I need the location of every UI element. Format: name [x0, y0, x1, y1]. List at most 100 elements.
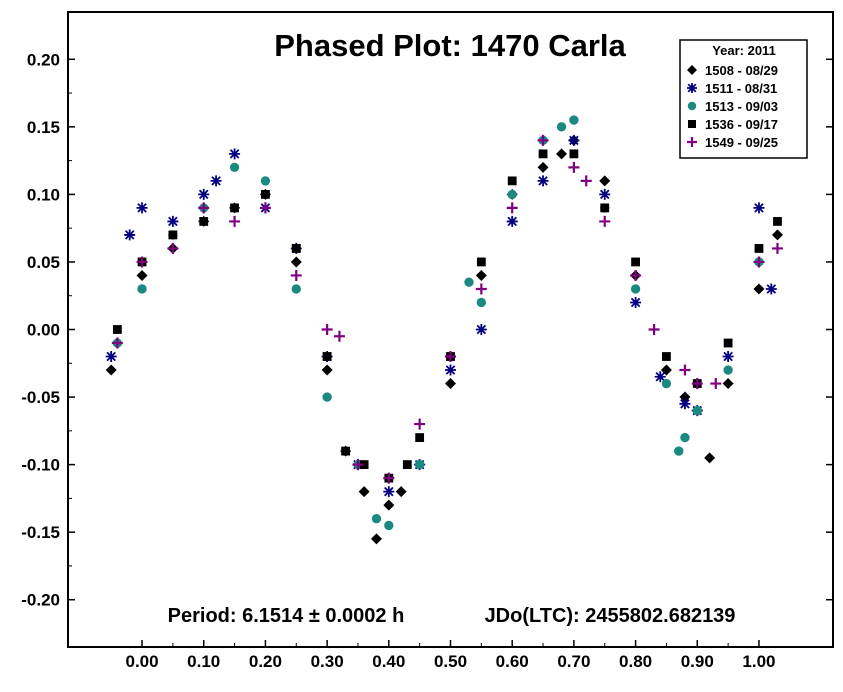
data-point — [556, 122, 567, 132]
data-point — [112, 325, 122, 334]
data-point — [723, 338, 733, 348]
series-group — [112, 115, 764, 531]
data-point — [464, 277, 474, 287]
data-point — [210, 175, 222, 187]
data-point — [722, 378, 734, 390]
legend-marker — [687, 137, 697, 147]
data-point — [600, 203, 610, 213]
data-point — [648, 324, 660, 335]
data-point — [199, 217, 209, 226]
x-tick-label: 0.80 — [619, 652, 652, 671]
data-point — [475, 269, 487, 281]
data-point — [630, 296, 642, 308]
series-group — [111, 134, 783, 484]
data-point — [476, 257, 486, 267]
data-point — [771, 229, 783, 241]
data-point — [630, 284, 641, 294]
data-point — [691, 378, 703, 390]
points-layer — [105, 115, 783, 545]
data-point — [167, 242, 179, 254]
data-point — [445, 364, 456, 376]
legend-marker — [687, 83, 697, 93]
data-point — [168, 230, 178, 240]
data-point — [341, 446, 351, 456]
data-point — [538, 149, 548, 159]
data-point — [414, 459, 425, 470]
x-tick-label: 0.60 — [496, 652, 529, 671]
legend-entry-label: 1549 - 09/25 — [705, 135, 778, 150]
legend-entry-label: 1511 - 08/31 — [705, 81, 777, 96]
data-point — [321, 324, 333, 335]
data-point — [475, 283, 487, 295]
data-point — [136, 269, 148, 281]
data-point — [506, 215, 518, 227]
x-tick-label: 0.40 — [372, 652, 405, 671]
data-point — [136, 256, 148, 268]
data-point — [679, 398, 691, 410]
x-tick-label: 0.30 — [311, 652, 344, 671]
x-tick-label: 0.20 — [249, 652, 282, 671]
data-point — [723, 365, 733, 375]
data-point — [556, 148, 568, 160]
data-point — [445, 351, 456, 363]
data-point — [291, 284, 301, 294]
data-point — [370, 533, 382, 545]
data-point — [229, 162, 240, 173]
data-point — [415, 433, 425, 442]
legend-entry-label: 1508 - 08/29 — [705, 63, 778, 78]
series-group — [105, 134, 777, 498]
data-point — [765, 283, 777, 295]
data-point — [137, 284, 147, 294]
legend-marker — [687, 65, 697, 75]
epoch-annotation: JDo(LTC): 2455802.682139 — [485, 605, 736, 627]
data-point — [260, 176, 271, 186]
data-point — [753, 256, 765, 268]
data-point — [599, 188, 611, 200]
legend-marker — [687, 101, 697, 111]
data-point — [537, 175, 549, 187]
data-point — [321, 364, 333, 376]
data-point — [754, 244, 764, 253]
data-point — [674, 446, 684, 456]
data-point — [229, 148, 241, 160]
x-tick-label: 0.10 — [187, 652, 220, 671]
axes-layer: 0.00 0.10 0.20 0.30 0.40 0.50 0.60 0.70 0.80 0.90… — [21, 50, 833, 671]
data-point — [322, 392, 332, 402]
data-point — [359, 460, 369, 470]
data-point — [476, 297, 487, 308]
data-point — [333, 330, 345, 342]
y-tick-label: 0.15 — [27, 118, 60, 137]
data-point — [383, 472, 395, 484]
data-point — [229, 215, 241, 227]
data-point — [631, 257, 640, 267]
x-tick-label: 0.90 — [681, 652, 714, 671]
legend-title: Year: 2011 — [712, 43, 776, 58]
legend-entries: 1508 - 08/29 1511 - 08/31 1513 - 09/03 1536… — [687, 63, 778, 150]
legend-box — [679, 39, 808, 159]
data-point — [569, 115, 579, 125]
period-annotation: Period: 6.1514 ± 0.0002 h — [168, 605, 405, 627]
series-group — [112, 149, 782, 483]
data-point — [290, 269, 302, 281]
data-point — [384, 520, 394, 531]
legend-marker — [688, 120, 696, 128]
data-point — [506, 202, 518, 214]
data-point — [322, 352, 332, 361]
data-point — [630, 269, 642, 281]
data-point — [352, 459, 364, 471]
data-point — [111, 337, 123, 349]
x-tick-label: 0.70 — [557, 652, 590, 671]
y-tick-label: 0.10 — [27, 185, 60, 204]
data-point — [704, 452, 716, 464]
data-point — [710, 378, 722, 390]
data-point — [383, 486, 395, 498]
data-point — [569, 149, 579, 159]
data-point — [105, 364, 117, 376]
data-point — [230, 203, 239, 213]
data-point — [680, 432, 690, 443]
data-point — [291, 244, 301, 253]
data-point — [445, 378, 456, 390]
data-point — [136, 202, 148, 214]
x-tick-label: 0.00 — [125, 652, 158, 671]
